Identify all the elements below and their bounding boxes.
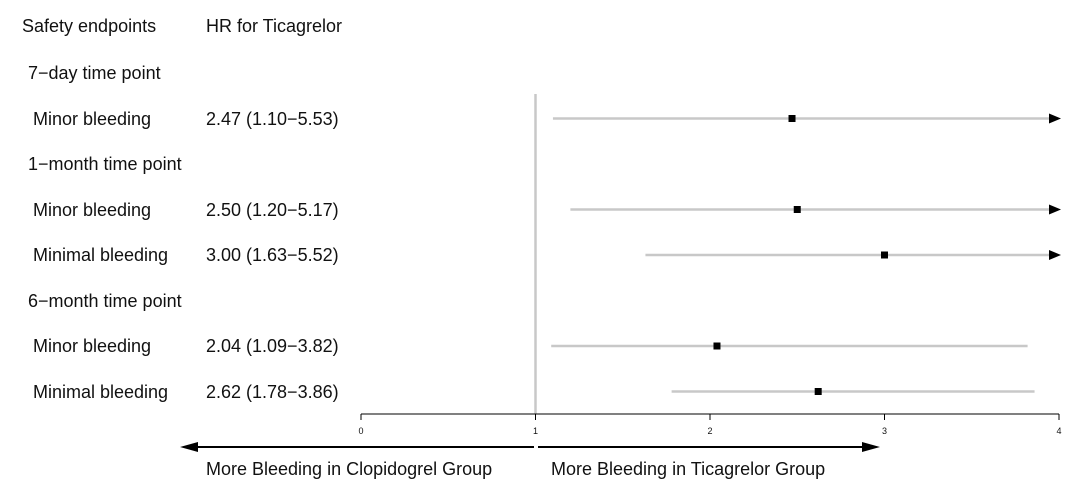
x-tick-label: 0 (358, 426, 363, 436)
group-label: 7−day time point (28, 63, 161, 83)
header-endpoints: Safety endpoints (22, 16, 157, 36)
x-tick-label: 3 (882, 426, 887, 436)
hr-point (881, 251, 888, 259)
endpoint-label: Minimal bleeding (33, 245, 169, 265)
arrow-left-head (180, 442, 198, 452)
hr-value-label: 2.04 (1.09−3.82) (206, 336, 339, 356)
ci-overflow-arrow (1049, 113, 1061, 124)
group-label: 6−month time point (28, 290, 182, 311)
x-tick-label: 4 (1056, 426, 1061, 436)
ci-overflow-arrow (1049, 250, 1061, 260)
direction-label-right: More Bleeding in Ticagrelor Group (551, 459, 826, 479)
endpoint-label: Minor bleeding (33, 108, 152, 129)
x-tick-label: 1 (533, 426, 538, 436)
x-tick-label: 2 (707, 426, 712, 436)
header-hr: HR for Ticagrelor (206, 16, 343, 36)
endpoint-label: Minor bleeding (33, 199, 152, 220)
hr-point (713, 342, 721, 350)
group-label: 1−month time point (28, 154, 182, 174)
endpoint-label: Minor bleeding (33, 336, 152, 356)
endpoint-label: Minimal bleeding (33, 381, 169, 402)
hr-value-label: 2.50 (1.20−5.17) (206, 199, 339, 220)
hr-value-label: 2.62 (1.78−3.86) (206, 381, 339, 402)
arrow-right-head (862, 442, 880, 452)
hr-value-label: 2.47 (1.10−5.53) (206, 108, 339, 129)
hr-point (814, 388, 822, 395)
direction-label-left: More Bleeding in Clopidogrel Group (206, 459, 493, 479)
hr-point (788, 115, 796, 122)
hr-point (793, 206, 801, 213)
ci-overflow-arrow (1049, 204, 1061, 215)
hr-value-label: 3.00 (1.63−5.52) (206, 245, 339, 265)
